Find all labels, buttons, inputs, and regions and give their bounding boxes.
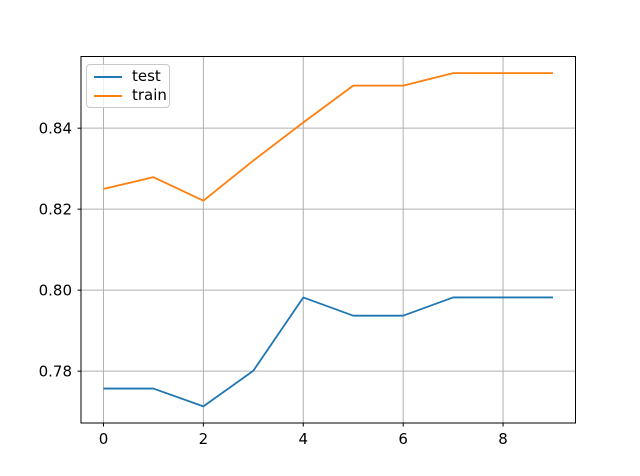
axes-frame: [80, 56, 576, 424]
legend-item-train: train: [94, 86, 167, 105]
x-tick-label: 6: [398, 430, 408, 448]
y-tick-label: 0.80: [39, 282, 72, 300]
series-line-train: [103, 72, 554, 202]
y-tick-label: 0.78: [39, 363, 72, 381]
y-tick-label: 0.82: [39, 201, 72, 219]
x-tick-label: 0: [99, 430, 109, 448]
legend-line-swatch-test: [94, 75, 122, 78]
series-line-test: [103, 296, 554, 408]
legend-label-test: test: [132, 67, 161, 85]
x-tick-label: 2: [199, 430, 209, 448]
legend-item-test: test: [94, 67, 162, 86]
legend-line-swatch-train: [94, 94, 122, 97]
x-tick-label: 8: [498, 430, 508, 448]
legend-label-train: train: [132, 86, 167, 104]
legend: test train: [86, 64, 170, 108]
y-tick-label: 0.84: [39, 120, 72, 138]
x-tick-label: 4: [299, 430, 309, 448]
